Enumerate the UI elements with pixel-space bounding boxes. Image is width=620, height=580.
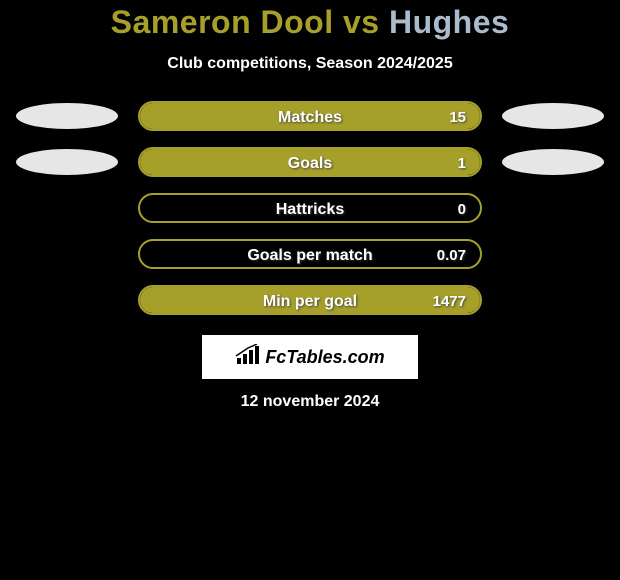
bar-label: Hattricks	[140, 195, 480, 221]
stat-bar: Min per goal1477	[138, 285, 482, 315]
stats-rows: Matches15 Goals1 Hattricks0 Goals per match…	[0, 101, 620, 315]
stat-row: Hattricks0	[0, 193, 620, 223]
logo-text: FcTables.com	[265, 347, 384, 368]
bar-value: 0	[458, 195, 466, 221]
right-ellipse	[502, 103, 604, 129]
stat-row: Goals per match0.07	[0, 239, 620, 269]
bar-label: Min per goal	[140, 287, 480, 313]
left-ellipse	[16, 149, 118, 175]
left-ellipse	[16, 103, 118, 129]
stat-row: Min per goal1477	[0, 285, 620, 315]
bar-label: Goals	[140, 149, 480, 175]
bar-value: 15	[449, 103, 466, 129]
logo-box[interactable]: FcTables.com	[202, 335, 418, 379]
stat-bar: Hattricks0	[138, 193, 482, 223]
stat-bar: Matches15	[138, 101, 482, 131]
player2-name: Hughes	[389, 4, 509, 40]
page-title: Sameron Dool vs Hughes	[0, 4, 620, 41]
bar-label: Matches	[140, 103, 480, 129]
bar-value: 0.07	[437, 241, 466, 267]
right-ellipse	[502, 149, 604, 175]
stat-row: Goals1	[0, 147, 620, 177]
vs-text: vs	[334, 4, 389, 40]
bar-label: Goals per match	[140, 241, 480, 267]
stat-bar: Goals per match0.07	[138, 239, 482, 269]
bar-value: 1477	[433, 287, 466, 313]
stat-row: Matches15	[0, 101, 620, 131]
player1-name: Sameron Dool	[111, 4, 334, 40]
stat-bar: Goals1	[138, 147, 482, 177]
subtitle: Club competitions, Season 2024/2025	[0, 55, 620, 73]
date-text: 12 november 2024	[0, 393, 620, 411]
comparison-container: Sameron Dool vs Hughes Club competitions…	[0, 0, 620, 411]
bar-value: 1	[458, 149, 466, 175]
bar-chart-icon	[235, 344, 261, 371]
